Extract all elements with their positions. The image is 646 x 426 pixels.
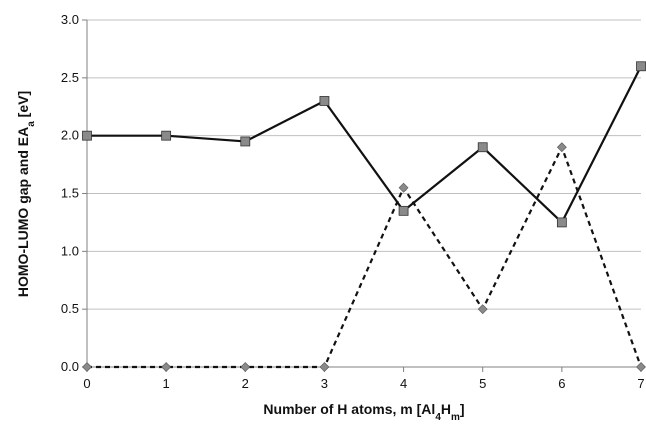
series-layer (82, 61, 646, 372)
series-2-line (87, 146, 643, 369)
series-1-point-6 (556, 217, 567, 228)
y-tick-label-4: 2.0 (61, 128, 79, 143)
x-tick-label-5: 5 (479, 376, 486, 391)
x-tick-label-3: 3 (321, 376, 328, 391)
y-tick-label-2: 1.0 (61, 243, 79, 258)
series-1-point-0 (82, 130, 92, 141)
x-axis-title-h: H (441, 401, 451, 417)
y-axis-title-sub: a (26, 121, 37, 127)
series-1-point-3 (319, 96, 330, 106)
x-tick-label-0: 0 (83, 376, 90, 391)
x-axis-title-sub-4: 4 (435, 412, 441, 423)
x-tick-labels: 0 1 2 3 4 5 6 7 (83, 376, 644, 391)
y-tick-label-3: 1.5 (61, 186, 79, 201)
series-2 (82, 142, 646, 372)
series-2-point-1 (161, 362, 172, 372)
y-tick-label-5: 2.5 (61, 70, 79, 85)
y-axis-title-unit: [eV] (15, 91, 31, 121)
y-tick-label-0: 0.0 (61, 359, 79, 374)
x-axis-title: Number of H atoms, m [Al4Hm] (263, 401, 464, 423)
series-1-line (87, 65, 642, 224)
series-2-point-2 (240, 362, 251, 372)
y-tick-label-6: 3.0 (61, 12, 79, 27)
series-2-point-4 (398, 182, 409, 193)
x-axis-title-end: ] (460, 401, 465, 417)
x-axis-title-main: Number of H atoms, m [Al (263, 401, 435, 417)
series-1 (82, 61, 646, 228)
x-tick-label-4: 4 (400, 376, 407, 391)
y-tick-label-1: 0.5 (61, 301, 79, 316)
x-tick-label-1: 1 (163, 376, 170, 391)
x-tick-label-2: 2 (242, 376, 249, 391)
series-2-point-6 (556, 142, 567, 153)
series-2-point-7 (636, 362, 646, 372)
x-axis-title-sub-m: m (451, 412, 460, 423)
series-2-point-5 (477, 304, 488, 315)
series-1-point-5 (477, 142, 488, 153)
gridlines (87, 19, 641, 310)
y-axis-title: HOMO-LUMO gap and EAa [eV] (15, 91, 37, 297)
series-2-point-3 (319, 362, 330, 372)
series-1-point-4 (398, 205, 409, 216)
y-tick-labels: 0.0 0.5 1.0 1.5 2.0 2.5 3.0 (61, 12, 79, 374)
x-tick-label-6: 6 (558, 376, 565, 391)
series-2-point-0 (82, 362, 92, 372)
series-1-point-1 (161, 130, 172, 141)
series-1-point-7 (636, 61, 646, 72)
y-axis-title-main: HOMO-LUMO gap and EA (15, 127, 31, 297)
series-1-point-2 (240, 136, 251, 147)
axes (82, 19, 642, 372)
x-tick-label-7: 7 (637, 376, 644, 391)
